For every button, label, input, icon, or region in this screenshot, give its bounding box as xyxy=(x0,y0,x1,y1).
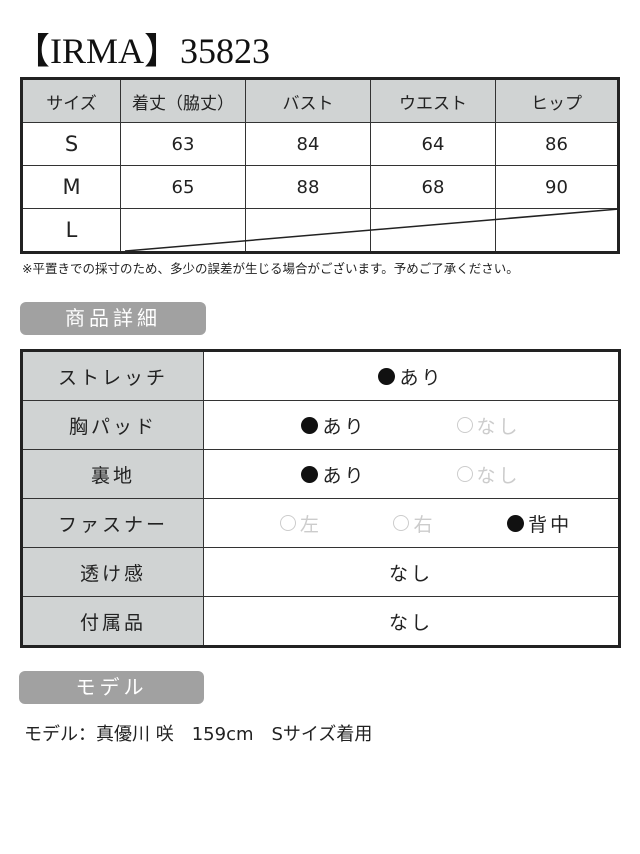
row-label: 透け感 xyxy=(21,547,204,597)
value-cell: 64 xyxy=(370,122,496,166)
filled-circle-icon xyxy=(378,367,396,385)
measurement-note: ※平置きでの採寸のため、多少の誤差が生じる場合がございます。予めご了承ください。 xyxy=(22,261,519,276)
size-cell: S xyxy=(21,122,121,166)
size-cell: M xyxy=(21,165,121,209)
empty-circle-icon xyxy=(456,466,473,482)
details-heading: 商品詳細 xyxy=(20,302,206,335)
row-value: なし xyxy=(203,547,620,597)
table-row: S 63 84 64 86 xyxy=(21,122,619,166)
size-cell: L xyxy=(21,208,121,253)
value-cell xyxy=(370,208,496,253)
value-cell xyxy=(245,208,371,253)
option-unselected: なし xyxy=(456,412,521,439)
row-value: なし xyxy=(203,596,620,647)
option-unselected: 左 xyxy=(279,510,322,537)
row-label: 裏地 xyxy=(21,449,204,499)
filled-circle-icon xyxy=(301,416,319,434)
value-cell xyxy=(495,208,619,253)
option-unselected: なし xyxy=(456,461,521,488)
option-selected: あり xyxy=(301,412,366,439)
header-cell: バスト xyxy=(245,78,371,123)
value-cell: 65 xyxy=(120,165,246,209)
header-cell: 着丈（脇丈） xyxy=(120,78,246,123)
product-title: 【IRMA】35823 xyxy=(14,31,271,71)
value-cell: 90 xyxy=(495,165,619,209)
model-heading: モデル xyxy=(19,671,204,704)
table-row: ファスナー 左 右 背中 xyxy=(21,498,620,548)
table-row: L xyxy=(21,208,619,253)
value-cell: 63 xyxy=(120,122,246,166)
header-cell: サイズ xyxy=(21,78,121,123)
empty-circle-icon xyxy=(456,417,473,433)
row-label: ストレッチ xyxy=(21,350,204,401)
row-label: ファスナー xyxy=(21,498,204,548)
details-table: ストレッチ あり 胸パッド あり なし 裏地 あり なし ファスナー 左 右 背… xyxy=(20,349,621,648)
table-row: 付属品 なし xyxy=(21,596,620,647)
value-cell: 88 xyxy=(245,165,371,209)
option-selected: 背中 xyxy=(507,510,572,537)
header-cell: ウエスト xyxy=(370,78,496,123)
row-label: 付属品 xyxy=(21,596,204,647)
option-unselected: 右 xyxy=(393,510,435,537)
header-cell: ヒップ xyxy=(495,78,619,123)
value-cell: 68 xyxy=(370,165,496,209)
filled-circle-icon xyxy=(301,465,319,483)
table-row: 胸パッド あり なし xyxy=(21,400,620,450)
row-label: 胸パッド xyxy=(21,400,204,450)
not-available-slash xyxy=(124,208,620,252)
empty-circle-icon xyxy=(393,515,410,531)
filled-circle-icon xyxy=(507,514,525,532)
empty-circle-icon xyxy=(279,515,296,531)
table-row: 透け感 なし xyxy=(21,547,620,597)
option-selected: あり xyxy=(378,363,443,390)
size-table: サイズ 着丈（脇丈） バスト ウエスト ヒップ S 63 84 64 86 M … xyxy=(20,77,620,254)
option-selected: あり xyxy=(301,461,366,488)
size-table-header: サイズ 着丈（脇丈） バスト ウエスト ヒップ xyxy=(21,78,619,123)
table-row: 裏地 あり なし xyxy=(21,449,620,499)
value-cell: 84 xyxy=(245,122,371,166)
value-cell xyxy=(120,208,246,253)
value-cell: 86 xyxy=(495,122,619,166)
table-row: ストレッチ あり xyxy=(21,350,620,401)
model-info: モデル：真優川 咲 159cm Sサイズ着用 xyxy=(24,724,373,745)
table-row: M 65 88 68 90 xyxy=(21,165,619,209)
